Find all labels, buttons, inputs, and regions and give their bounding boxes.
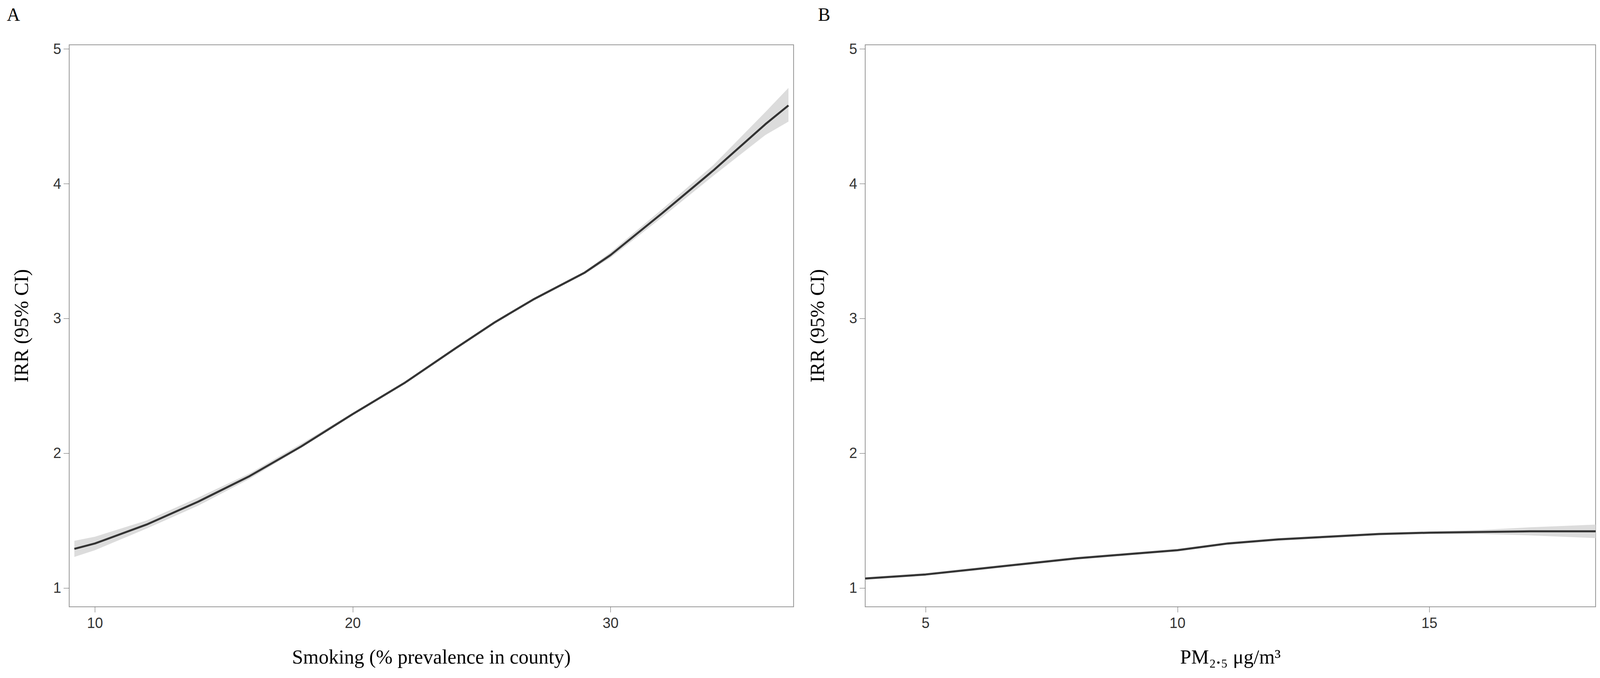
svg-text:IRR (95% CI): IRR (95% CI)	[10, 269, 33, 383]
svg-text:5: 5	[53, 40, 62, 58]
svg-text:10: 10	[86, 614, 103, 632]
svg-text:30: 30	[602, 614, 619, 632]
svg-text:A: A	[6, 4, 20, 25]
svg-text:5: 5	[921, 614, 930, 632]
svg-text:10: 10	[1169, 614, 1186, 632]
svg-text:3: 3	[53, 310, 62, 327]
svg-text:1: 1	[53, 579, 62, 596]
svg-text:B: B	[818, 4, 831, 25]
svg-text:PM₂.₅ μg/m³: PM₂.₅ μg/m³	[1180, 645, 1281, 668]
svg-text:IRR (95% CI): IRR (95% CI)	[806, 269, 829, 383]
svg-text:3: 3	[849, 310, 858, 327]
svg-text:2: 2	[849, 444, 858, 462]
svg-text:4: 4	[849, 175, 858, 192]
svg-text:5: 5	[849, 40, 858, 58]
svg-text:1: 1	[849, 579, 858, 596]
svg-text:20: 20	[344, 614, 361, 632]
svg-text:15: 15	[1421, 614, 1438, 632]
svg-text:Smoking (% prevalence in count: Smoking (% prevalence in county)	[292, 645, 571, 668]
svg-text:2: 2	[53, 444, 62, 462]
svg-text:4: 4	[53, 175, 62, 192]
